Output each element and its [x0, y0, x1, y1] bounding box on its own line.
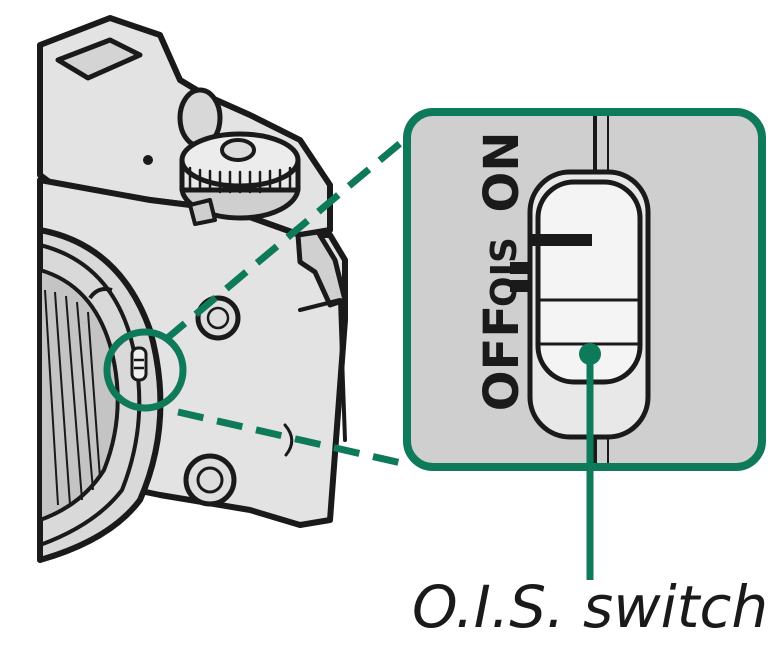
- ois-marker-top: [510, 262, 530, 274]
- on-position-marker: [532, 234, 592, 246]
- front-button-inner: [196, 466, 224, 494]
- lens-illustration: [37, 227, 164, 563]
- caption-ois-switch: O.I.S. switch: [412, 573, 769, 641]
- grip-edge: [298, 298, 347, 442]
- callout-panel: ON OIS OFF: [403, 108, 766, 580]
- front-dial-inner: [206, 306, 230, 330]
- lens-switch-small: [130, 346, 148, 382]
- hot-shoe: [55, 37, 143, 81]
- shutter-button: [220, 138, 256, 162]
- af-assist-dot: [143, 155, 153, 165]
- dial-lock: [188, 198, 217, 226]
- highlight-circle: [103, 328, 187, 412]
- grip-detail: [283, 423, 294, 457]
- lens-hood-edge: [88, 287, 113, 300]
- front-button: [183, 453, 237, 507]
- lens-grip-lines: [44, 289, 101, 506]
- callout-leader-lines: [162, 132, 413, 469]
- label-off: OFF: [474, 305, 530, 411]
- label-ois: OIS: [484, 237, 525, 307]
- shutter-dial-knurl-lines: [188, 166, 292, 194]
- ois-marker-bottom: [510, 280, 530, 292]
- label-on: ON: [474, 132, 530, 213]
